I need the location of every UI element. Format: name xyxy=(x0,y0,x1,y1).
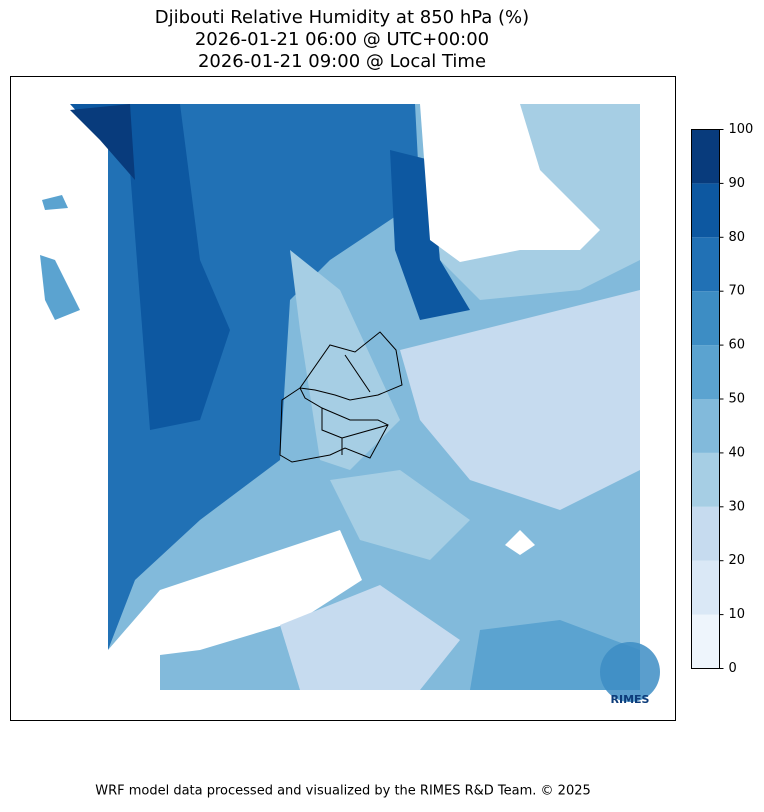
colorbar-level xyxy=(691,614,720,669)
country-border xyxy=(279,331,403,463)
colorbar-tick-label: 20 xyxy=(729,553,746,568)
field xyxy=(470,620,640,690)
colorbar-tick-label: 80 xyxy=(729,230,746,245)
colorbar: 0 10 20 30 40 50 60 70 80 90 100 xyxy=(691,122,754,676)
field xyxy=(280,585,460,690)
colorbar-tick-label: 0 xyxy=(729,661,737,676)
colorbar-tick-label: 100 xyxy=(729,122,754,137)
colorbar-tick-label: 10 xyxy=(729,607,746,622)
field xyxy=(330,470,470,560)
map-frame xyxy=(10,76,676,721)
colorbar-tick-label: 40 xyxy=(729,445,746,460)
colorbar-tick-label: 60 xyxy=(729,338,746,353)
field xyxy=(70,104,135,180)
colorbar-tick-label: 30 xyxy=(729,499,746,514)
colorbar-level xyxy=(691,345,720,399)
colorbar-level xyxy=(691,506,720,561)
field xyxy=(42,195,68,210)
logo xyxy=(600,642,660,702)
no-data xyxy=(505,530,535,555)
colorbar-level xyxy=(691,399,720,453)
no-data xyxy=(420,104,600,262)
colorbar-tick-label: 70 xyxy=(729,284,746,299)
colorbar-level xyxy=(691,560,720,615)
colorbar-frame xyxy=(691,129,720,669)
colorbar-level xyxy=(691,237,720,292)
field xyxy=(290,250,400,470)
colorbar-tick-label: 50 xyxy=(729,392,746,407)
no-data xyxy=(108,530,362,690)
map: RIMES xyxy=(40,104,660,706)
title: 2026-01-21 09:00 @ Local Time xyxy=(198,51,486,72)
footer: WRF model data processed and visualized … xyxy=(95,784,591,799)
field xyxy=(400,290,640,510)
colorbar-level xyxy=(691,183,720,238)
colorbar-level xyxy=(691,452,720,507)
title: 2026-01-21 06:00 @ UTC+00:00 xyxy=(195,29,489,50)
field xyxy=(70,104,230,430)
colorbar-level xyxy=(691,291,720,346)
colorbar-tick-label: 90 xyxy=(729,176,746,191)
title: Djibouti Relative Humidity at 850 hPa (%… xyxy=(155,7,529,28)
colorbar-level xyxy=(691,129,720,184)
logo-text: RIMES xyxy=(611,693,650,706)
field xyxy=(40,255,80,320)
